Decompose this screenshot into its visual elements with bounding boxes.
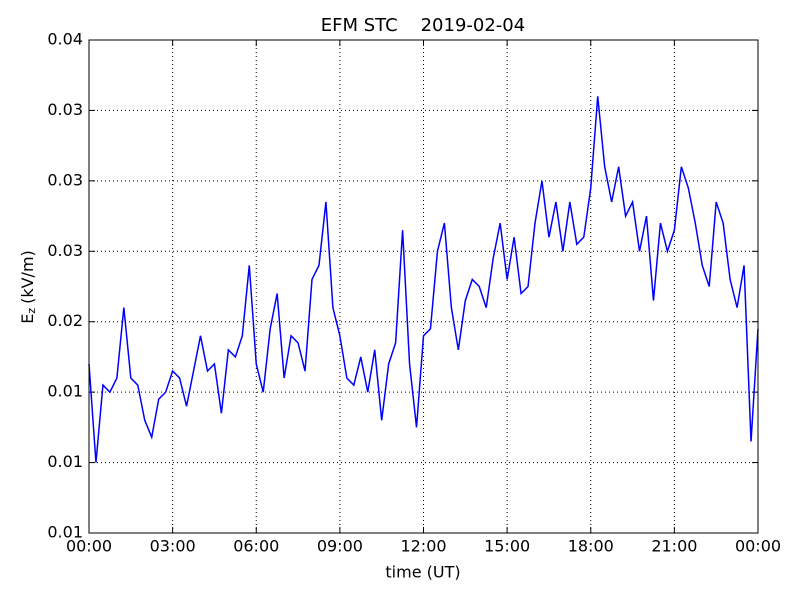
y-label-unit: (kV/m) (18, 250, 37, 304)
y-tick-label: 0.04 (47, 30, 83, 49)
y-tick-label: 0.01 (47, 523, 83, 542)
x-tick-label: 00:00 (735, 537, 781, 556)
plot-frame (88, 39, 759, 534)
x-tick-label: 09:00 (317, 537, 363, 556)
data-line (88, 96, 759, 463)
x-tick-label: 12:00 (400, 537, 446, 556)
y-tick-label: 0.01 (47, 382, 83, 401)
y-tick-label: 0.03 (47, 170, 83, 189)
chart-title: EFM STC 2019-02-04 (321, 15, 525, 36)
x-tick-label: 03:00 (150, 537, 196, 556)
y-label-subscript: z (25, 308, 38, 314)
x-tick-label: 06:00 (233, 537, 279, 556)
y-tick-label: 0.03 (47, 241, 83, 260)
x-axis-label: time (UT) (385, 563, 460, 582)
y-tick-label: 0.01 (47, 452, 83, 471)
x-tick-label: 00:00 (66, 537, 112, 556)
y-tick-label: 0.02 (47, 311, 83, 330)
y-tick-label: 0.03 (47, 100, 83, 119)
x-tick-label: 21:00 (651, 537, 697, 556)
y-label-symbol: E (18, 314, 37, 324)
x-tick-label: 18:00 (568, 537, 614, 556)
y-axis-label: Ez (kV/m) (18, 250, 39, 324)
x-tick-label: 15:00 (484, 537, 530, 556)
